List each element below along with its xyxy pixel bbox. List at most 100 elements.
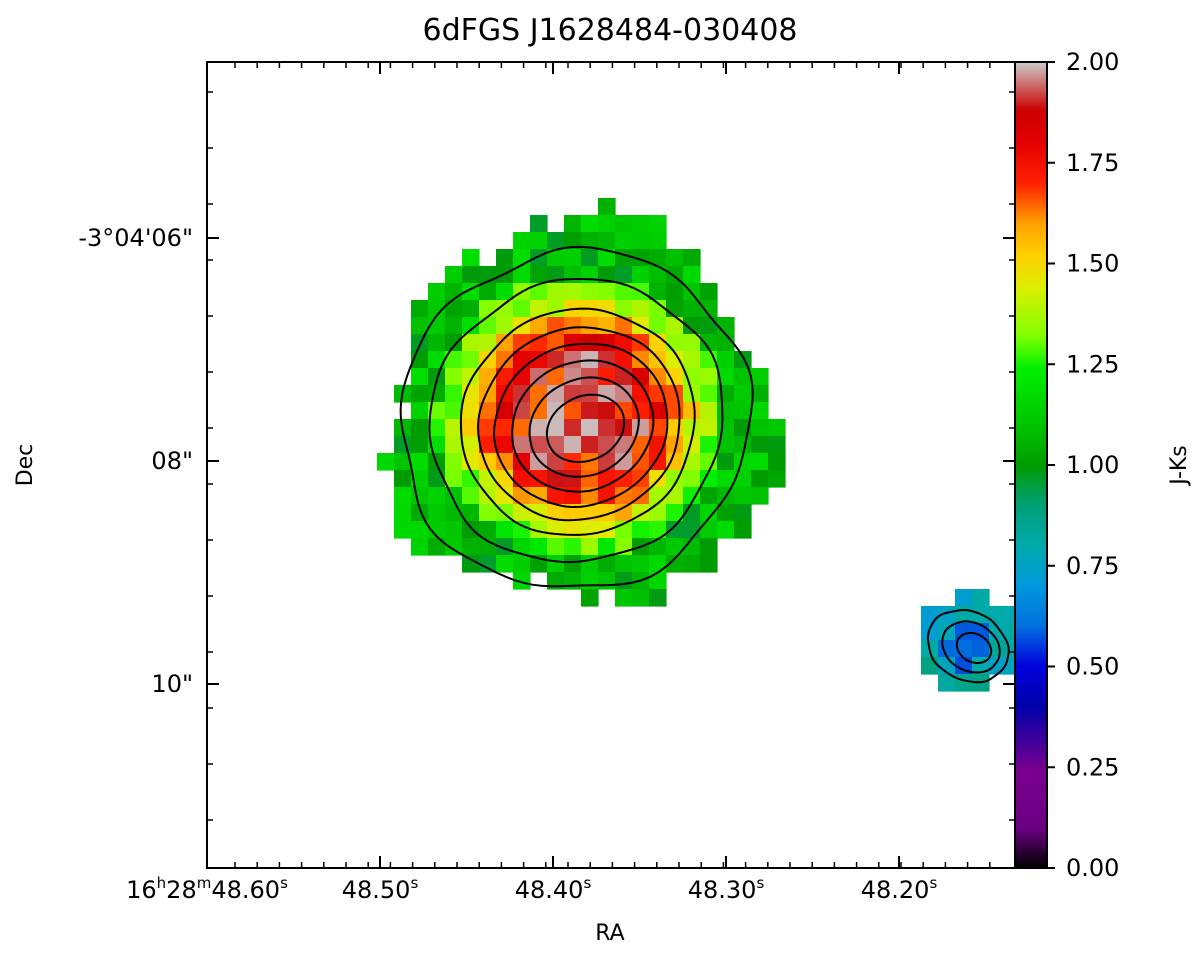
contour-line bbox=[477, 326, 681, 522]
image-pixel bbox=[751, 385, 769, 403]
image-pixel bbox=[972, 589, 990, 607]
image-pixel bbox=[496, 317, 514, 335]
image-pixel bbox=[1006, 640, 1015, 658]
image-pixel bbox=[972, 640, 990, 658]
image-pixel bbox=[547, 555, 565, 573]
image-pixel bbox=[445, 300, 463, 318]
image-pixel bbox=[683, 419, 701, 437]
image-pixel bbox=[598, 385, 616, 403]
image-pixel bbox=[411, 521, 429, 539]
colorbar-tick-label: 0.00 bbox=[1066, 854, 1119, 882]
image-pixel bbox=[547, 504, 565, 522]
image-pixel bbox=[547, 232, 565, 250]
image-pixel bbox=[428, 419, 446, 437]
image-pixel bbox=[700, 538, 718, 556]
image-pixel bbox=[598, 198, 616, 216]
image-pixel bbox=[955, 589, 973, 607]
image-pixel bbox=[513, 436, 531, 454]
image-pixel bbox=[615, 300, 633, 318]
image-pixel bbox=[479, 555, 497, 573]
image-pixel bbox=[734, 453, 752, 471]
image-pixel bbox=[581, 589, 599, 607]
image-pixel bbox=[649, 487, 667, 505]
image-pixel bbox=[564, 572, 582, 590]
image-pixel bbox=[564, 402, 582, 420]
image-pixel bbox=[394, 521, 412, 539]
image-pixel bbox=[496, 487, 514, 505]
x-tick-label: 48.50s bbox=[342, 874, 419, 904]
image-pixel bbox=[547, 419, 565, 437]
image-pixel bbox=[564, 487, 582, 505]
image-pixel bbox=[462, 538, 480, 556]
image-pixel bbox=[632, 300, 650, 318]
image-pixel bbox=[598, 351, 616, 369]
image-pixel bbox=[666, 317, 684, 335]
image-pixel bbox=[751, 368, 769, 386]
image-pixel bbox=[479, 504, 497, 522]
image-pixel bbox=[581, 317, 599, 335]
image-pixel bbox=[462, 334, 480, 352]
image-pixel bbox=[734, 436, 752, 454]
y-tick-label: 08" bbox=[151, 447, 193, 475]
image-pixel bbox=[564, 538, 582, 556]
image-pixel bbox=[666, 453, 684, 471]
image-pixel bbox=[768, 470, 786, 488]
image-pixel bbox=[581, 470, 599, 488]
image-pixel bbox=[479, 436, 497, 454]
image-pixel bbox=[479, 283, 497, 301]
image-pixel bbox=[428, 402, 446, 420]
image-pixel bbox=[768, 436, 786, 454]
image-pixel bbox=[649, 572, 667, 590]
image-pixel bbox=[530, 215, 548, 233]
image-pixel bbox=[547, 453, 565, 471]
image-pixel bbox=[547, 385, 565, 403]
colorbar-tick-label: 1.50 bbox=[1066, 250, 1119, 278]
image-pixel bbox=[632, 266, 650, 284]
image-pixel bbox=[649, 266, 667, 284]
image-pixel bbox=[530, 334, 548, 352]
image-pixel bbox=[615, 266, 633, 284]
image-pixel bbox=[445, 521, 463, 539]
image-pixel bbox=[428, 504, 446, 522]
image-pixel bbox=[632, 521, 650, 539]
contour-line bbox=[926, 608, 1010, 684]
image-pixel bbox=[445, 351, 463, 369]
image-pixel bbox=[581, 538, 599, 556]
image-pixel bbox=[547, 351, 565, 369]
contour-line bbox=[493, 342, 669, 508]
image-pixel bbox=[955, 623, 973, 641]
image-pixel bbox=[700, 487, 718, 505]
image-pixel bbox=[666, 538, 684, 556]
image-pixel bbox=[547, 249, 565, 267]
image-pixel bbox=[496, 436, 514, 454]
image-pixel bbox=[581, 215, 599, 233]
image-pixel bbox=[377, 453, 395, 471]
colorbar-tick-label: 0.50 bbox=[1066, 653, 1119, 681]
image-pixel bbox=[445, 266, 463, 284]
image-pixel bbox=[734, 504, 752, 522]
image-pixel bbox=[683, 368, 701, 386]
colorbar bbox=[1015, 62, 1047, 868]
image-pixel bbox=[411, 300, 429, 318]
image-pixel bbox=[700, 453, 718, 471]
image-pixel bbox=[751, 402, 769, 420]
image-pixel bbox=[428, 385, 446, 403]
image-pixel bbox=[496, 249, 514, 267]
image-pixel bbox=[615, 385, 633, 403]
image-pixel bbox=[666, 555, 684, 573]
image-pixel bbox=[615, 589, 633, 607]
image-pixel bbox=[496, 419, 514, 437]
image-pixel bbox=[632, 453, 650, 471]
image-pixel bbox=[1006, 606, 1015, 624]
image-pixel bbox=[581, 334, 599, 352]
image-pixel bbox=[683, 300, 701, 318]
image-pixel bbox=[598, 249, 616, 267]
chart-title: 6dFGS J1628484-030408 bbox=[422, 13, 797, 48]
image-pixel bbox=[581, 266, 599, 284]
image-pixel bbox=[462, 453, 480, 471]
image-pixel bbox=[530, 300, 548, 318]
image-pixel bbox=[530, 232, 548, 250]
contour-line bbox=[941, 620, 1001, 674]
x-tick-label: 48.40s bbox=[515, 874, 592, 904]
